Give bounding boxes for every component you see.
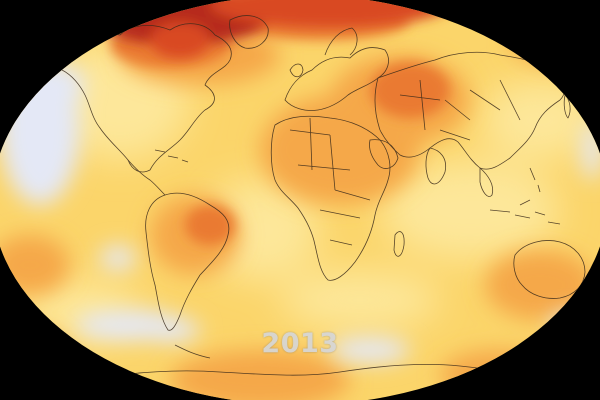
scandinavia-outline xyxy=(324,27,358,56)
southeast-asia-outline xyxy=(479,167,494,197)
greenland-outline xyxy=(229,15,269,49)
central-america-outline xyxy=(127,159,166,196)
africa-borders xyxy=(289,117,371,246)
philippines-outline xyxy=(529,167,541,193)
japan-outline xyxy=(563,94,571,119)
north-america-outline xyxy=(59,23,232,173)
arctic-hotspot xyxy=(90,0,450,58)
british-isles-outline xyxy=(289,63,304,78)
europe-outline xyxy=(284,47,389,111)
arabia-outline xyxy=(369,139,399,169)
africa-outline xyxy=(270,115,391,281)
caribbean-islands-outline xyxy=(154,149,189,163)
antarctic-peninsula-outline xyxy=(174,344,211,359)
indonesia-outline xyxy=(489,199,561,225)
year-label: 2013 xyxy=(261,328,339,359)
new-zealand-outline xyxy=(589,299,599,327)
asia-outline xyxy=(374,51,565,170)
india-outline xyxy=(425,147,447,185)
asia-borders xyxy=(399,79,521,141)
madagascar-outline xyxy=(393,231,405,257)
south-america-outline xyxy=(145,192,230,331)
